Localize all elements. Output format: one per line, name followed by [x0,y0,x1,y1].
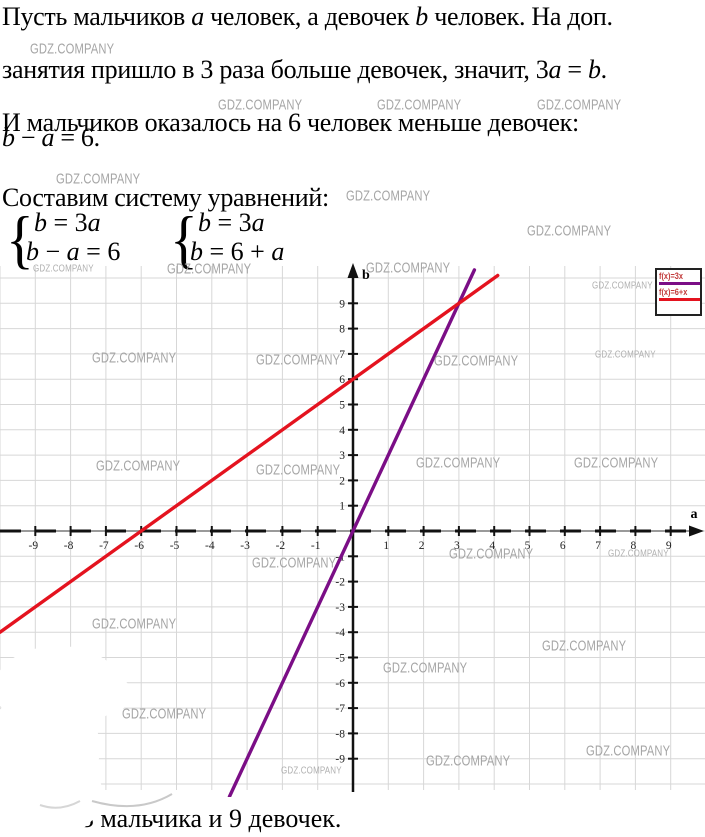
var-b: b [198,208,211,237]
x-tick-label: 7 [595,540,601,552]
x-tick-label: 2 [419,540,425,552]
text-segment: Пусть мальчиков [2,2,192,31]
text-segment: − [39,237,67,266]
y-tick-label: 6 [339,374,345,386]
y-tick-label: 9 [339,298,345,310]
system2-row2: b = 6 + a [190,237,284,267]
var-a: a [66,237,80,266]
text-segment: . [600,55,608,84]
var-b: b [2,123,15,152]
system1-row2: b − a = 6 [26,237,120,267]
y-tick-label: 5 [339,400,345,412]
y-axis-arrow [347,263,359,278]
solution-line-1: Пусть мальчиков a человек, а девочек b ч… [2,2,613,32]
system1-row1: b = 3a [34,208,101,238]
x-tick-label: 9 [666,540,672,552]
text-segment: человек. На доп. [428,2,613,31]
var-a: a [87,208,101,237]
watermark: GDZ.COMPANY [346,187,431,204]
y-tick-label: -5 [335,653,345,665]
text-segment: = 6. [54,123,100,152]
text-segment: = 3 [47,208,88,237]
text-segment: = 6 + [203,237,272,266]
y-tick-label: -2 [335,577,345,589]
legend-entry: f(x)=6+x [659,287,700,301]
var-b: b [587,55,601,84]
x-tick-label: 1 [383,540,389,552]
y-tick-label: 7 [339,349,345,361]
series-line-f(x)=6+x [0,273,500,634]
y-tick-label: -8 [335,728,345,740]
var-a: a [191,2,204,31]
x-tick-label: -3 [240,540,250,552]
y-tick-label: -6 [335,678,345,690]
y-tick-label: -3 [335,602,345,614]
legend-swatch-purple [659,282,700,285]
solution-line-2: занятия пришло в 3 раза больше девочек, … [2,55,607,85]
x-tick-label: 8 [631,540,637,552]
x-tick-label: -7 [99,540,109,552]
y-tick-label: -7 [335,703,345,715]
solution-line-5: Составим систему уравнений: [2,183,329,212]
x-tick-label: -1 [311,540,321,552]
plot-legend: f(x)=3x f(x)=6+x [655,268,702,316]
var-a: a [548,55,562,84]
y-axis-label: b [362,268,370,283]
legend-label-f6x: f(x)=6+x [659,287,688,297]
x-tick-label: -9 [29,540,39,552]
legend-entry: f(x)=3x [659,271,700,285]
equation-b-minus-a: b − a = 6. [2,123,100,153]
x-axis-arrow [689,525,704,537]
var-a: a [41,123,55,152]
system2-row1: b = 3a [198,208,265,238]
answer-line: Ответ: 3 мальчика и 9 девочек. [2,804,342,833]
text-segment: = 6 [79,237,121,266]
solution-line-3: И мальчиков оказалось на 6 человек меньш… [2,108,579,137]
x-tick-label: 4 [489,540,495,552]
y-tick-label: -4 [335,627,345,639]
y-tick-label: 1 [339,501,345,513]
x-tick-label: 3 [454,540,460,552]
watermark: GDZ.COMPANY [527,222,612,239]
y-tick-label: 4 [339,425,345,437]
legend-swatch-red [659,298,700,301]
var-b: b [26,237,39,266]
var-a: a [251,208,265,237]
var-b: b [415,2,428,31]
y-tick-label: 3 [339,450,345,462]
var-b: b [190,237,203,266]
text-segment: человек, а девочек [203,2,416,31]
var-a: a [271,237,285,266]
x-tick-label: -5 [170,540,180,552]
series-line-f(x)=3x [227,268,477,797]
x-tick-label: -2 [276,540,286,552]
text-segment: = [561,55,588,84]
y-tick-label: -9 [335,754,345,766]
y-tick-label: 2 [339,475,345,487]
x-tick-label: 5 [525,540,531,552]
x-tick-label: -4 [205,540,215,552]
x-axis-label: a [691,507,698,522]
coordinate-plane: -9-8-7-6-5-4-3-2-1123456789987654321-1-2… [0,263,705,797]
y-tick-label: 8 [339,324,345,336]
text-segment: = 3 [211,208,252,237]
legend-label-f3x: f(x)=3x [659,271,683,281]
x-tick-label: -8 [64,540,74,552]
system-brace: { [170,202,198,276]
x-tick-label: -6 [134,540,144,552]
var-b: b [34,208,47,237]
system-brace: { [6,202,34,276]
text-segment: − [14,123,42,152]
x-tick-label: 6 [560,540,566,552]
text-segment: занятия пришло в 3 раза больше девочек, … [2,55,549,84]
